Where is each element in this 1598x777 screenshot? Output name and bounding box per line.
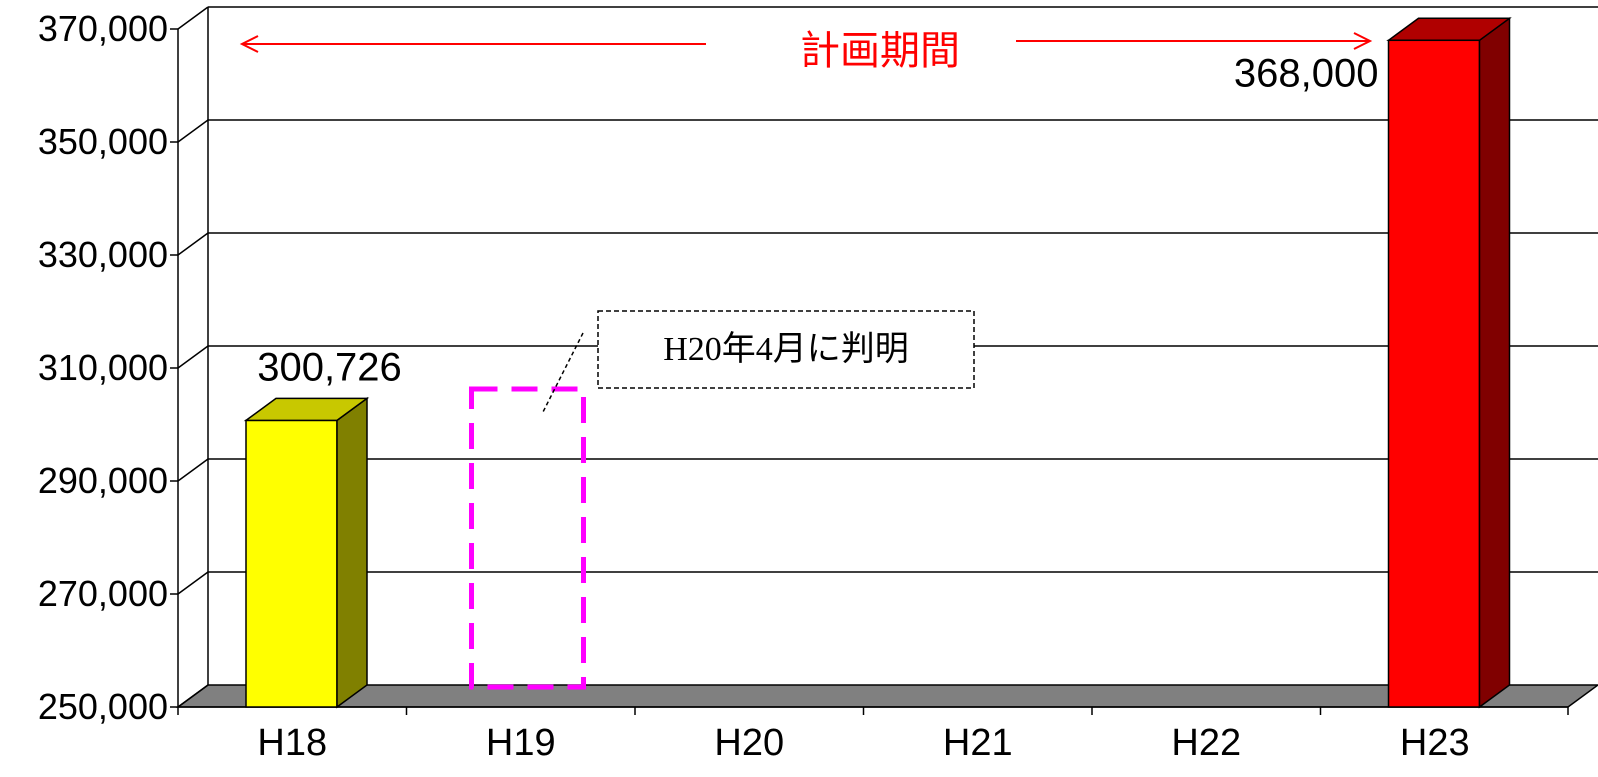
data-label-h23: 368,000 — [1234, 51, 1379, 95]
axis-layer: 250,000 270,000 290,000 310,000 330,000 350,0… — [38, 8, 1569, 764]
side-wall-tick-connector — [177, 232, 209, 256]
side-wall-tick-connector — [177, 684, 209, 708]
y-tick-label: 310,000 — [38, 347, 168, 388]
bar-front-face — [245, 419, 338, 708]
bar-h18 — [243, 396, 370, 709]
chart-floor — [175, 684, 1598, 708]
y-tick-label: 270,000 — [38, 573, 168, 614]
side-wall-tick-connector — [177, 571, 209, 595]
bar-layer — [243, 16, 1512, 709]
y-tick-label: 350,000 — [38, 121, 168, 162]
bar-side-face — [336, 396, 368, 709]
note-box — [597, 310, 975, 389]
bar-top-face — [243, 397, 370, 422]
x-category-label: H22 — [1171, 722, 1241, 764]
period-arrowhead-right — [1353, 32, 1373, 50]
y-tick-label: 250,000 — [38, 686, 168, 727]
y-tick-label: 330,000 — [38, 234, 168, 275]
side-wall-tick-connector — [177, 458, 209, 482]
label-layer: 300,726 368,000 — [257, 51, 1378, 389]
bar-h23 — [1386, 16, 1512, 709]
data-label-h18: 300,726 — [257, 345, 402, 389]
x-category-label: H21 — [943, 722, 1013, 764]
y-tick-label: 370,000 — [38, 8, 168, 49]
period-label: 計画期間 — [800, 28, 960, 74]
side-wall-tick-connector — [177, 119, 209, 143]
x-category-label: H18 — [257, 722, 327, 764]
bar-front-face — [1387, 39, 1481, 708]
y-tick-label: 290,000 — [38, 460, 168, 501]
side-wall-tick-connector — [177, 6, 209, 30]
x-category-label: H20 — [714, 722, 784, 764]
grid-layer — [175, 6, 1598, 708]
planning-period-annotation: 計画期間 — [239, 28, 1373, 74]
bar-h19-pending-outline — [469, 386, 586, 690]
bar-top-face — [1386, 17, 1512, 42]
note-text: H20年4月に判明 — [663, 330, 909, 368]
x-category-label: H19 — [486, 722, 556, 764]
bar-side-face — [1478, 16, 1511, 709]
note-leader-line — [542, 332, 584, 413]
side-wall-tick-connector — [177, 345, 209, 369]
x-category-label: H23 — [1400, 722, 1470, 764]
note-callout: H20年4月に判明 — [542, 310, 975, 413]
period-arrowhead-left — [239, 35, 259, 53]
